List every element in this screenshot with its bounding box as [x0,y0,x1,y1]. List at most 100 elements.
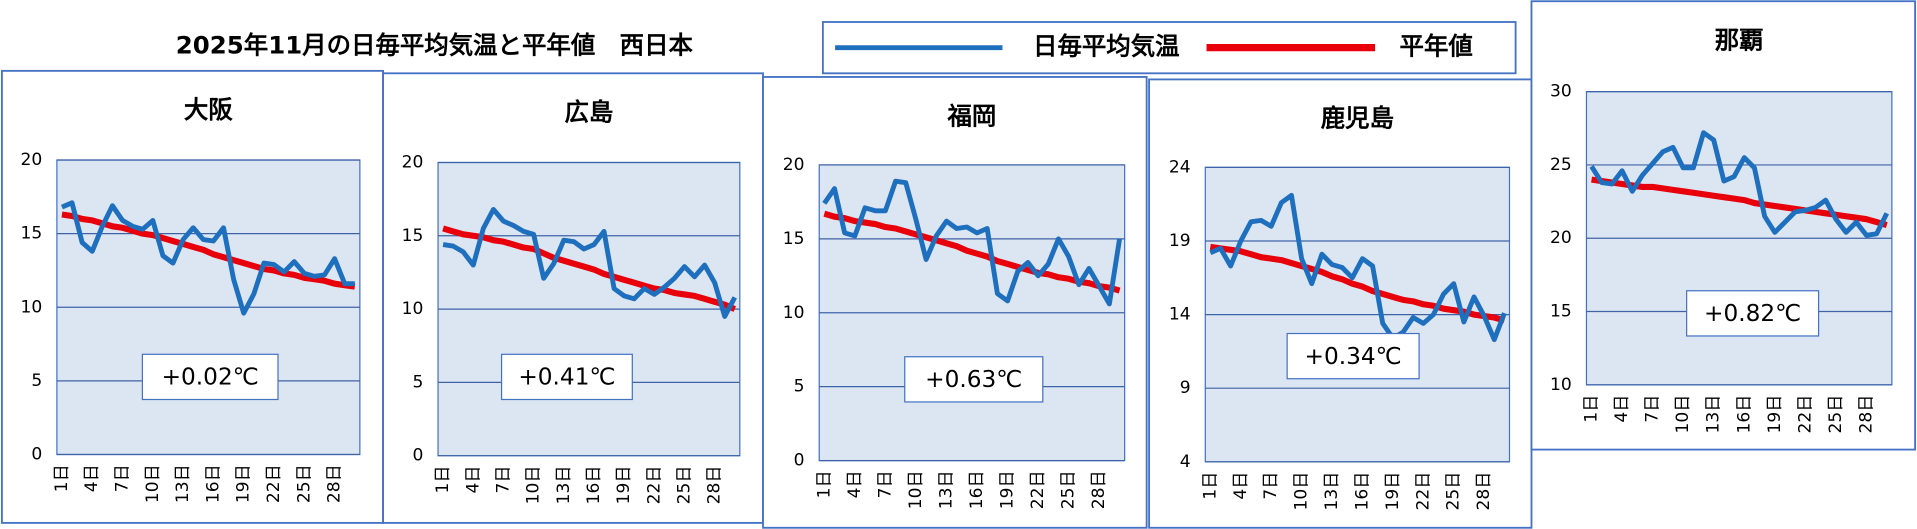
y-tick-label: 15 [1550,302,1572,322]
x-tick-label: 25日 [294,464,314,503]
x-tick-label: 7日 [493,465,513,493]
x-tick-label: 19日 [234,464,254,503]
y-tick-label: 25 [1550,155,1572,175]
y-tick-label: 15 [20,224,42,244]
y-tick-label: 10 [20,297,42,317]
y-tick-label: 0 [31,444,42,464]
x-tick-label: 16日 [203,464,223,503]
panel-title: 福岡 [947,101,997,130]
y-tick-label: 10 [1550,375,1572,395]
legend-label: 日毎平均気温 [1033,32,1180,61]
x-tick-label: 13日 [173,464,193,503]
normal-line [61,211,356,290]
x-tick-label: 1日 [52,464,72,492]
x-tick-label: 7日 [113,464,133,492]
y-tick-label: 20 [402,152,424,172]
y-tick-label: 15 [783,229,805,249]
x-tick-label: 10日 [524,465,544,504]
x-tick-label: 13日 [1704,395,1724,434]
x-tick-label: 22日 [264,464,284,503]
normal-line [1591,176,1888,228]
y-tick-label: 30 [1550,82,1572,102]
page-title: 2025年11月の日毎平均気温と平年値 西日本 [176,30,694,59]
daily-line [1209,192,1507,343]
x-tick-label: 13日 [1322,472,1342,511]
x-tick-label: 4日 [1231,472,1251,500]
y-tick-label: 24 [1169,157,1191,177]
x-tick-label: 7日 [1643,395,1663,423]
daily-line [1589,130,1889,238]
x-tick-label: 13日 [554,465,574,504]
y-tick-label: 10 [783,303,805,323]
x-tick-label: 10日 [906,470,926,509]
annotation: +0.63℃ [925,366,1022,393]
x-tick-label: 4日 [1612,395,1632,423]
y-tick-label: 0 [794,451,805,471]
y-tick-label: 0 [413,446,424,466]
x-tick-label: 16日 [1352,472,1372,511]
x-tick-label: 25日 [674,465,694,504]
x-tick-label: 4日 [845,470,865,498]
daily-line [822,178,1122,307]
x-tick-label: 22日 [1413,472,1433,511]
x-tick-label: 22日 [644,465,664,504]
panel-title: 広島 [565,98,614,127]
annotation: +0.82℃ [1704,300,1801,327]
x-tick-label: 25日 [1444,472,1464,511]
x-tick-label: 19日 [1383,472,1403,511]
x-tick-label: 28日 [1474,472,1494,511]
normal-line [823,210,1121,294]
annotation: +0.34℃ [1305,343,1402,370]
normal-line [442,225,737,312]
panel-title: 大阪 [184,95,233,124]
x-tick-label: 16日 [584,465,604,504]
x-tick-label: 28日 [1856,395,1876,434]
x-tick-label: 28日 [325,464,345,503]
annotation-box [1686,290,1820,337]
x-tick-label: 16日 [967,470,987,509]
x-tick-label: 19日 [998,470,1018,509]
y-tick-label: 14 [1169,305,1191,325]
x-tick-label: 19日 [614,465,634,504]
daily-line [60,200,355,316]
annotation-box [904,356,1044,403]
y-tick-label: 20 [783,155,805,175]
x-tick-label: 4日 [82,464,102,492]
x-tick-label: 22日 [1795,395,1815,434]
annotation: +0.02℃ [162,364,259,391]
y-tick-label: 9 [1180,378,1191,398]
x-tick-label: 1日 [433,465,453,493]
x-tick-label: 25日 [1059,470,1079,509]
x-tick-label: 4日 [463,465,483,493]
x-tick-label: 10日 [1673,395,1693,434]
x-tick-label: 25日 [1826,395,1846,434]
y-tick-label: 5 [31,371,42,391]
annotation: +0.41℃ [518,364,615,391]
x-tick-label: 19日 [1765,395,1785,434]
y-tick-label: 15 [402,226,424,246]
y-tick-label: 5 [794,377,805,397]
x-tick-label: 10日 [143,464,163,503]
x-tick-label: 22日 [1028,470,1048,509]
annotation-box [1286,332,1420,380]
x-tick-label: 1日 [1200,472,1220,500]
normal-line [1209,243,1506,324]
daily-line [442,206,737,319]
x-tick-label: 10日 [1292,472,1312,511]
y-tick-label: 5 [413,372,424,392]
y-tick-label: 4 [1180,452,1191,472]
y-tick-label: 20 [20,150,42,170]
x-tick-label: 7日 [875,470,895,498]
annotation-box [141,353,279,401]
x-tick-label: 1日 [1582,395,1602,423]
annotation-box [500,353,633,401]
legend-label: 平年値 [1400,32,1473,61]
y-tick-label: 10 [402,299,424,319]
x-tick-label: 28日 [705,465,725,504]
x-tick-label: 28日 [1089,470,1109,509]
panel-title: 那覇 [1715,26,1764,55]
x-tick-label: 7日 [1261,472,1281,500]
x-tick-label: 13日 [936,470,956,509]
